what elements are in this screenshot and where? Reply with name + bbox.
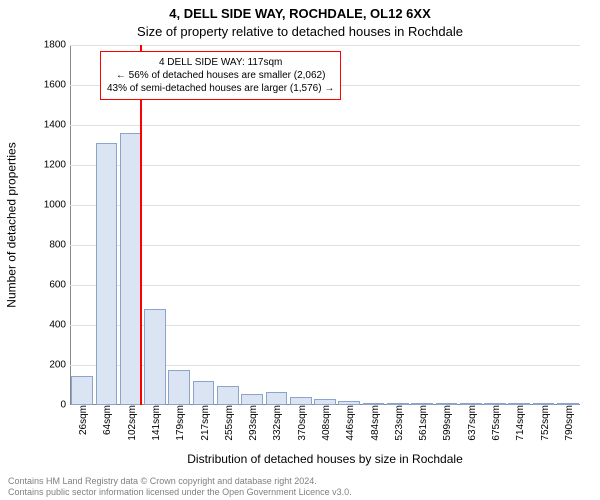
x-tick-label: 64sqm <box>102 405 113 435</box>
x-tick-label: 675sqm <box>491 405 502 441</box>
x-tick-label: 255sqm <box>224 405 235 441</box>
x-tick-label: 752sqm <box>540 405 551 441</box>
histogram-bar <box>290 397 312 405</box>
y-axis-label: Number of detached properties <box>4 45 20 405</box>
x-tick-label: 141sqm <box>151 405 162 441</box>
annotation-line2: ← 56% of detached houses are smaller (2,… <box>107 69 334 82</box>
y-tick-label: 0 <box>60 400 70 411</box>
x-tick-label: 446sqm <box>345 405 356 441</box>
y-tick-label: 1000 <box>44 200 70 211</box>
x-axis-label: Distribution of detached houses by size … <box>70 452 580 466</box>
x-tick-label: 714sqm <box>515 405 526 441</box>
x-tick-label: 599sqm <box>442 405 453 441</box>
annotation-line3: 43% of semi-detached houses are larger (… <box>107 82 334 95</box>
histogram-bar <box>193 381 215 405</box>
footer-line1: Contains HM Land Registry data © Crown c… <box>8 476 592 487</box>
y-tick-label: 200 <box>49 360 70 371</box>
annotation-box: 4 DELL SIDE WAY: 117sqm← 56% of detached… <box>100 51 341 100</box>
x-tick-label: 370sqm <box>297 405 308 441</box>
x-tick-label: 332sqm <box>272 405 283 441</box>
footer-line2: Contains public sector information licen… <box>8 487 592 498</box>
histogram-bar <box>217 386 239 405</box>
y-axis-line <box>70 45 71 405</box>
page-title: 4, DELL SIDE WAY, ROCHDALE, OL12 6XX <box>0 6 600 21</box>
x-tick-label: 217sqm <box>200 405 211 441</box>
x-tick-label: 408sqm <box>321 405 332 441</box>
x-tick-label: 790sqm <box>564 405 575 441</box>
y-tick-label: 600 <box>49 280 70 291</box>
histogram-bar <box>120 133 142 405</box>
histogram-bar <box>71 376 93 405</box>
y-tick-label: 1200 <box>44 160 70 171</box>
histogram-bar <box>96 143 118 405</box>
plot-area: 02004006008001000120014001600180026sqm64… <box>70 45 580 405</box>
histogram-bar <box>241 394 263 405</box>
x-tick-label: 561sqm <box>418 405 429 441</box>
y-tick-label: 1600 <box>44 80 70 91</box>
y-axis-label-text: Number of detached properties <box>5 142 19 307</box>
x-tick-label: 637sqm <box>467 405 478 441</box>
histogram-bar <box>266 392 288 405</box>
gridline <box>70 205 580 206</box>
x-tick-label: 102sqm <box>127 405 138 441</box>
y-tick-label: 400 <box>49 320 70 331</box>
x-tick-label: 179sqm <box>175 405 186 441</box>
y-tick-label: 1400 <box>44 120 70 131</box>
histogram-bar <box>144 309 166 405</box>
gridline <box>70 245 580 246</box>
y-tick-label: 800 <box>49 240 70 251</box>
x-tick-label: 293sqm <box>248 405 259 441</box>
gridline <box>70 45 580 46</box>
x-tick-label: 26sqm <box>78 405 89 435</box>
gridline <box>70 125 580 126</box>
chart-container: { "title_line1": "4, DELL SIDE WAY, ROCH… <box>0 0 600 500</box>
y-tick-label: 1800 <box>44 40 70 51</box>
histogram-bar <box>168 370 190 405</box>
page-subtitle: Size of property relative to detached ho… <box>0 24 600 39</box>
x-tick-label: 523sqm <box>394 405 405 441</box>
gridline <box>70 165 580 166</box>
footer-text: Contains HM Land Registry data © Crown c… <box>8 476 592 498</box>
annotation-line1: 4 DELL SIDE WAY: 117sqm <box>107 56 334 69</box>
gridline <box>70 285 580 286</box>
x-tick-label: 484sqm <box>370 405 381 441</box>
